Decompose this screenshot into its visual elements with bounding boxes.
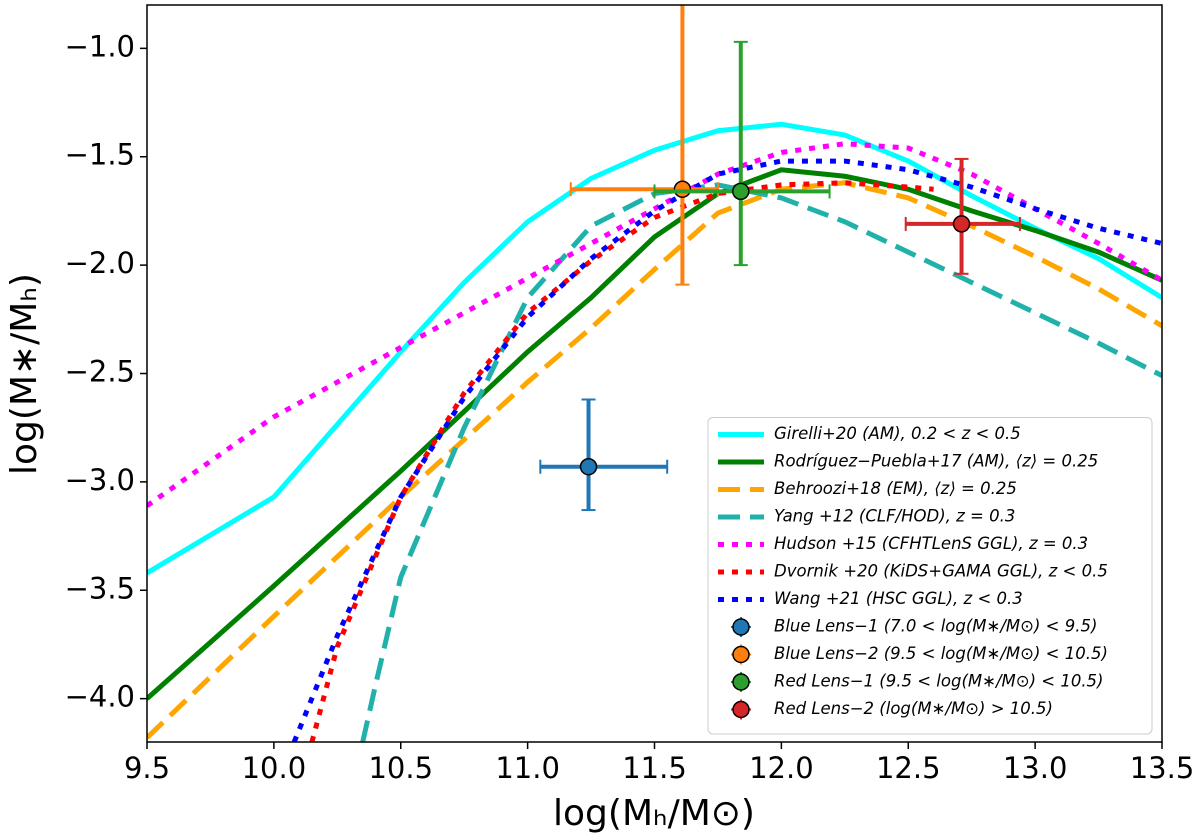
legend-label: Girelli+20 (AM), 0.2 < z < 0.5 [774, 424, 1021, 443]
legend-swatch [732, 673, 750, 691]
legend-swatch [732, 645, 750, 664]
legend-label: Yang +12 (CLF/HOD), z = 0.3 [774, 507, 1015, 526]
legend-label: Dvornik +20 (KiDS+GAMA GGL), z < 0.5 [774, 562, 1108, 581]
plot-area [147, 5, 1162, 742]
legend-label: Blue Lens−2 (9.5 < log(M∗/M⊙) < 10.5) [774, 644, 1108, 663]
series-line [147, 180, 1162, 740]
legend-label: Blue Lens−1 (7.0 < log(M∗/M⊙) < 9.5) [774, 617, 1097, 636]
series-line [147, 167, 1162, 701]
x-tick-label: 10.0 [242, 751, 307, 785]
data-point [673, 180, 692, 198]
y-tick-label: −1.5 [65, 138, 135, 172]
x-axis-label: log(Mₕ/M⊙) [553, 793, 755, 834]
y-tick-label: −1.0 [65, 29, 135, 63]
x-tick-label: 13.0 [1003, 751, 1068, 785]
legend-label: Behroozi+18 (EM), ⟨z⟩ = 0.25 [774, 479, 1017, 498]
x-tick-label: 11.5 [622, 751, 687, 785]
legend-label: Red Lens−2 (log(M∗/M⊙) > 10.5) [774, 699, 1053, 718]
legend-label: Hudson +15 (CFHTLenS GGL), z = 0.3 [774, 534, 1088, 553]
y-tick-label: −4.0 [65, 680, 135, 714]
x-tick-label: 9.5 [124, 751, 170, 785]
legend-box [707, 417, 1153, 735]
series-line [309, 180, 934, 742]
y-tick-label: −2.5 [65, 355, 135, 389]
legend-label: Rodríguez−Puebla+17 (AM), ⟨z⟩ = 0.25 [774, 452, 1098, 471]
y-tick-label: −2.0 [65, 246, 135, 280]
x-tick-label: 13.5 [1130, 751, 1195, 785]
x-tick-label: 12.0 [749, 751, 814, 785]
x-tick-label: 11.0 [495, 751, 560, 785]
data-point [732, 182, 750, 201]
legend-label: Red Lens−1 (9.5 < log(M∗/M⊙) < 10.5) [774, 672, 1104, 691]
legend-swatch [732, 618, 750, 636]
y-tick-label: −3.0 [65, 463, 135, 497]
x-tick-label: 10.5 [368, 751, 433, 785]
x-tick-label: 12.5 [876, 751, 941, 785]
series-line [147, 121, 1162, 576]
data-point [579, 457, 598, 476]
legend: Girelli+20 (AM), 0.2 < z < 0.5 Rodríguez−… [707, 417, 1153, 735]
legend-label: Wang +21 (HSC GGL), z < 0.3 [774, 589, 1023, 608]
y-tick-label: −3.5 [65, 571, 135, 605]
data-point [952, 215, 971, 233]
y-axis-label: log(M∗/Mₕ) [4, 273, 45, 475]
legend-swatch [732, 700, 750, 719]
